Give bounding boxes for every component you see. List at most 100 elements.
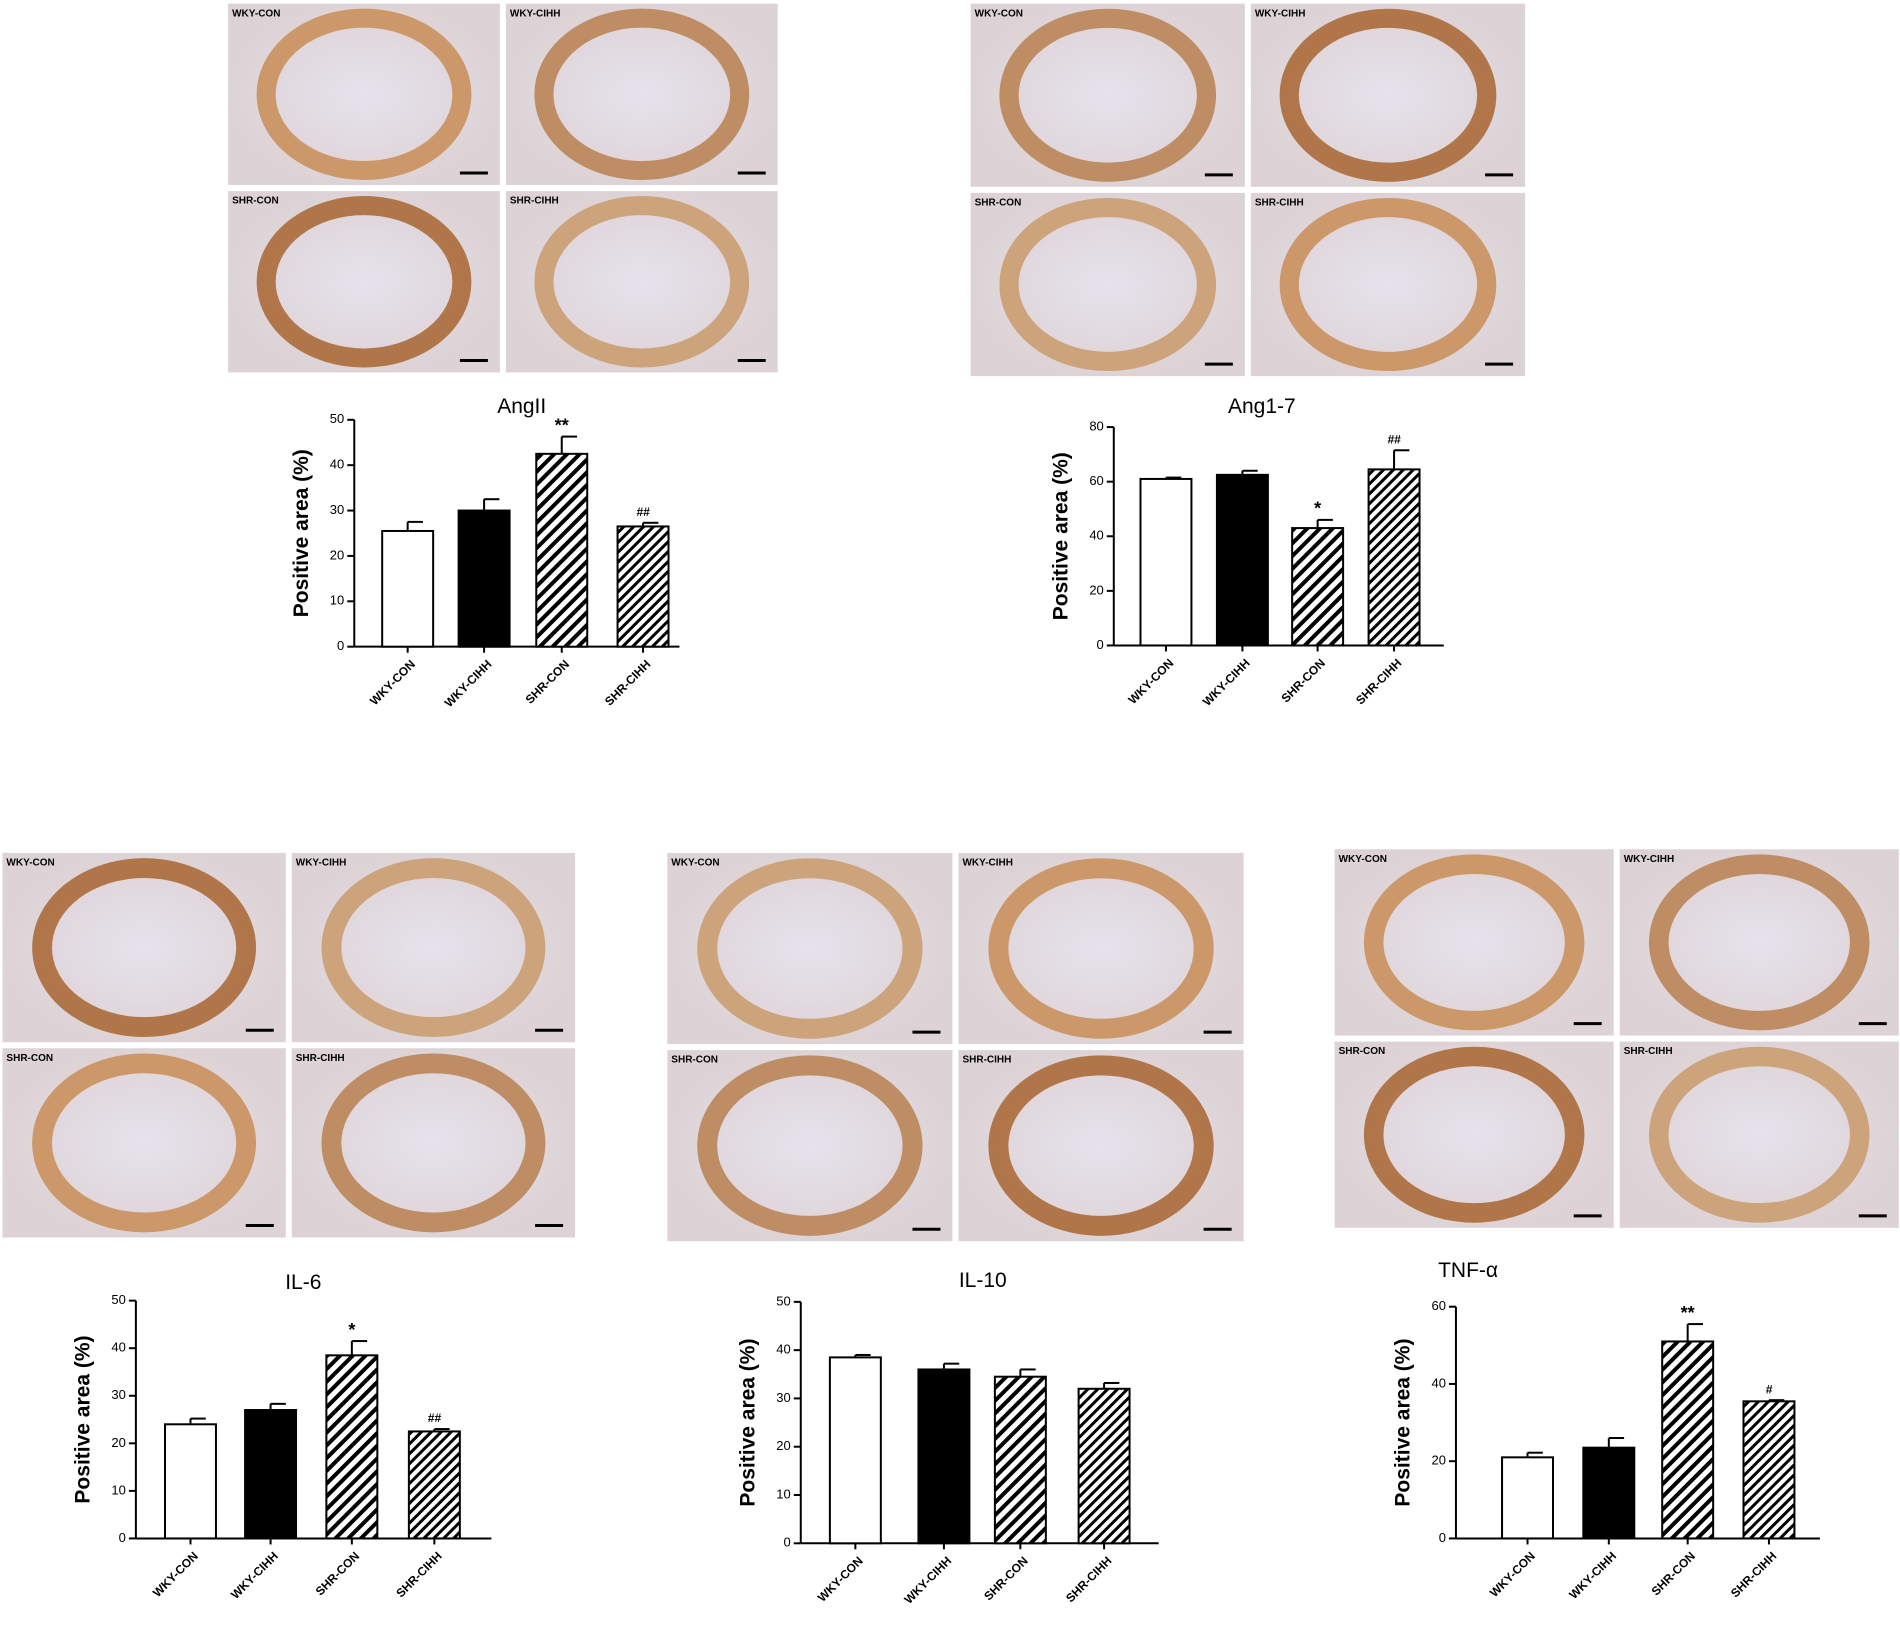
micrograph: WKY-CON xyxy=(1334,849,1614,1036)
micrograph: WKY-CON xyxy=(667,852,953,1045)
x-tick-label: WKY-CIHH xyxy=(901,1554,954,1607)
micrograph-label: SHR-CON xyxy=(232,196,279,207)
y-tick-label: 20 xyxy=(1431,1453,1445,1468)
bar xyxy=(244,1409,298,1540)
y-tick-label: 40 xyxy=(1089,528,1103,543)
vessel-ring xyxy=(1279,197,1497,372)
bar xyxy=(1367,468,1421,647)
y-tick-label: 10 xyxy=(330,593,344,608)
x-tick-label: WKY-CON xyxy=(815,1554,866,1605)
micrograph-label: SHR-CON xyxy=(975,198,1022,209)
x-tick-label: SHR-CIHH xyxy=(602,657,653,708)
y-tick-label: 60 xyxy=(1431,1298,1445,1313)
y-tick-label: 20 xyxy=(330,547,344,562)
x-tick-label: WKY-CON xyxy=(150,1549,201,1600)
vessel-ring xyxy=(321,858,546,1038)
y-tick-label: 20 xyxy=(776,1438,790,1453)
micrograph-label: SHR-CON xyxy=(1339,1046,1386,1057)
significance-mark: ## xyxy=(636,505,650,519)
micrograph: SHR-CIHH xyxy=(1250,192,1526,377)
micrograph: SHR-CIHH xyxy=(291,1048,576,1238)
y-tick-label: 50 xyxy=(330,411,344,426)
micrograph-label: SHR-CIHH xyxy=(962,1055,1011,1066)
micrograph-label: WKY-CON xyxy=(975,8,1023,19)
micrograph-label: WKY-CIHH xyxy=(962,858,1013,869)
y-tick-label: 10 xyxy=(776,1486,790,1501)
y-tick-label: 60 xyxy=(1089,473,1103,488)
bar xyxy=(325,1354,379,1540)
y-tick-label: 20 xyxy=(1089,582,1103,597)
x-tick-label: WKY-CIHH xyxy=(442,657,495,710)
vessel-ring xyxy=(999,8,1217,182)
micrograph: SHR-CIHH xyxy=(1619,1041,1899,1228)
x-tick-label: WKY-CON xyxy=(367,657,418,708)
bar xyxy=(828,1356,882,1545)
micrograph: SHR-CON xyxy=(1334,1041,1614,1228)
micrograph: SHR-CIHH xyxy=(958,1050,1244,1242)
x-tick-label: SHR-CIHH xyxy=(393,1549,444,1600)
bar xyxy=(1139,477,1193,647)
micrograph-label: WKY-CIHH xyxy=(1255,8,1306,19)
x-tick-label: SHR-CON xyxy=(981,1554,1030,1603)
significance-mark: ** xyxy=(555,415,569,435)
significance-mark: ** xyxy=(1681,1303,1695,1323)
micrograph: SHR-CON xyxy=(2,1048,286,1238)
y-tick-label: 0 xyxy=(784,1535,791,1550)
micrograph: WKY-CON xyxy=(2,852,286,1043)
y-tick-label: 40 xyxy=(776,1342,790,1357)
micrograph-label: SHR-CIHH xyxy=(510,196,559,207)
x-tick-label: SHR-CON xyxy=(523,657,572,706)
vessel-ring xyxy=(1363,854,1585,1031)
x-tick-label: SHR-CIHH xyxy=(1353,656,1404,707)
vessel-ring xyxy=(988,1055,1214,1236)
y-tick-label: 50 xyxy=(111,1292,125,1307)
vessel-ring xyxy=(32,858,257,1038)
micrograph: WKY-CIHH xyxy=(505,3,778,186)
micrograph: SHR-CIHH xyxy=(505,191,778,373)
micrograph-label: WKY-CIHH xyxy=(1624,854,1675,865)
y-tick-label: 0 xyxy=(337,638,344,653)
chart-title: IL-10 xyxy=(959,1269,1007,1292)
bar xyxy=(457,509,511,648)
x-tick-label: SHR-CON xyxy=(313,1549,362,1598)
y-tick-label: 30 xyxy=(776,1390,790,1405)
micrograph-label: WKY-CON xyxy=(6,858,54,869)
vessel-ring xyxy=(1649,854,1870,1031)
bar xyxy=(1661,1340,1715,1540)
micrograph-label: SHR-CIHH xyxy=(1624,1046,1673,1057)
bar xyxy=(917,1368,971,1545)
bar xyxy=(381,529,435,648)
vessel-ring xyxy=(1279,8,1497,182)
vessel-ring xyxy=(321,1053,546,1233)
chart-title: IL-6 xyxy=(285,1271,321,1294)
vessel-ring xyxy=(256,196,472,368)
bar xyxy=(616,525,670,648)
chart-title: AngII xyxy=(497,395,546,418)
vessel-ring xyxy=(534,8,750,181)
y-axis-label: Positive area (%) xyxy=(1391,1339,1414,1507)
vessel-ring xyxy=(32,1053,257,1233)
x-tick-label: WKY-CIHH xyxy=(228,1549,281,1602)
chart-title: TNF-α xyxy=(1438,1259,1498,1282)
x-tick-label: SHR-CON xyxy=(1649,1549,1698,1598)
y-tick-label: 30 xyxy=(111,1387,125,1402)
micrograph: WKY-CIHH xyxy=(1619,849,1899,1036)
micrograph: WKY-CIHH xyxy=(1250,3,1526,187)
y-axis-label: Positive area (%) xyxy=(1049,452,1072,620)
micrograph-label: SHR-CON xyxy=(6,1053,53,1064)
x-tick-label: WKY-CON xyxy=(1487,1549,1538,1600)
vessel-ring xyxy=(988,858,1214,1039)
bar xyxy=(1077,1387,1131,1545)
y-tick-label: 30 xyxy=(330,502,344,517)
y-tick-label: 10 xyxy=(111,1482,125,1497)
vessel-ring xyxy=(1649,1046,1870,1223)
bar xyxy=(1215,473,1269,647)
y-tick-label: 0 xyxy=(1097,637,1104,652)
significance-mark: ## xyxy=(428,1411,442,1425)
micrograph-label: WKY-CIHH xyxy=(296,858,347,869)
micrograph-label: WKY-CON xyxy=(1339,854,1387,865)
bar xyxy=(1582,1446,1636,1540)
y-axis-label: Positive area (%) xyxy=(290,449,313,617)
y-axis-label: Positive area (%) xyxy=(71,1336,94,1504)
